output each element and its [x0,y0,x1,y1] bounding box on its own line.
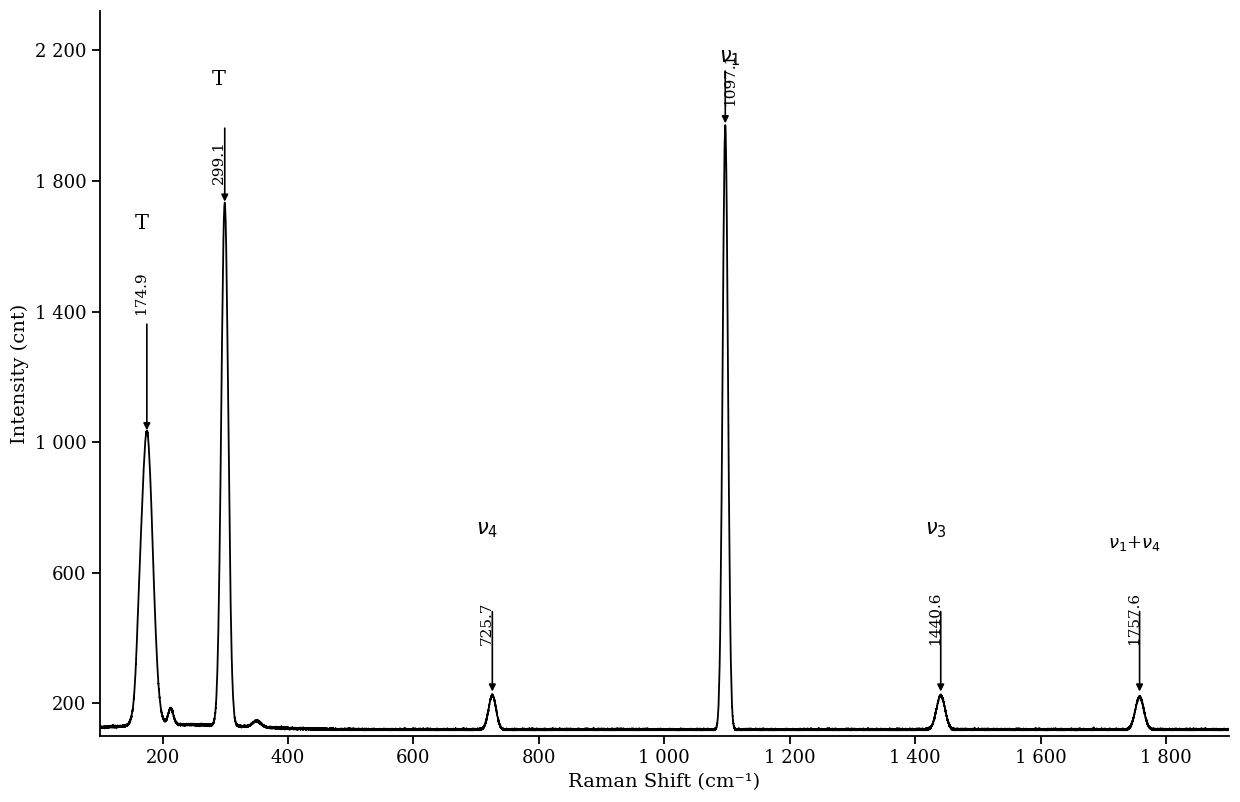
Y-axis label: Intensity (cnt): Intensity (cnt) [11,303,30,444]
X-axis label: Raman Shift (cm⁻¹): Raman Shift (cm⁻¹) [568,773,760,791]
Text: 1757.6: 1757.6 [1127,592,1141,645]
Text: 1097.1: 1097.1 [723,52,738,106]
Text: T: T [212,71,226,90]
Text: $\nu_1$+$\nu_4$: $\nu_1$+$\nu_4$ [1107,534,1161,553]
Text: 1440.6: 1440.6 [929,591,942,645]
Text: $\nu_1$: $\nu_1$ [719,49,742,68]
Text: T: T [134,214,149,233]
Text: $\nu_3$: $\nu_3$ [925,520,946,541]
Text: 725.7: 725.7 [480,602,494,645]
Text: 174.9: 174.9 [134,271,149,315]
Text: $\nu_4$: $\nu_4$ [476,520,498,541]
Text: 299.1: 299.1 [212,140,226,184]
